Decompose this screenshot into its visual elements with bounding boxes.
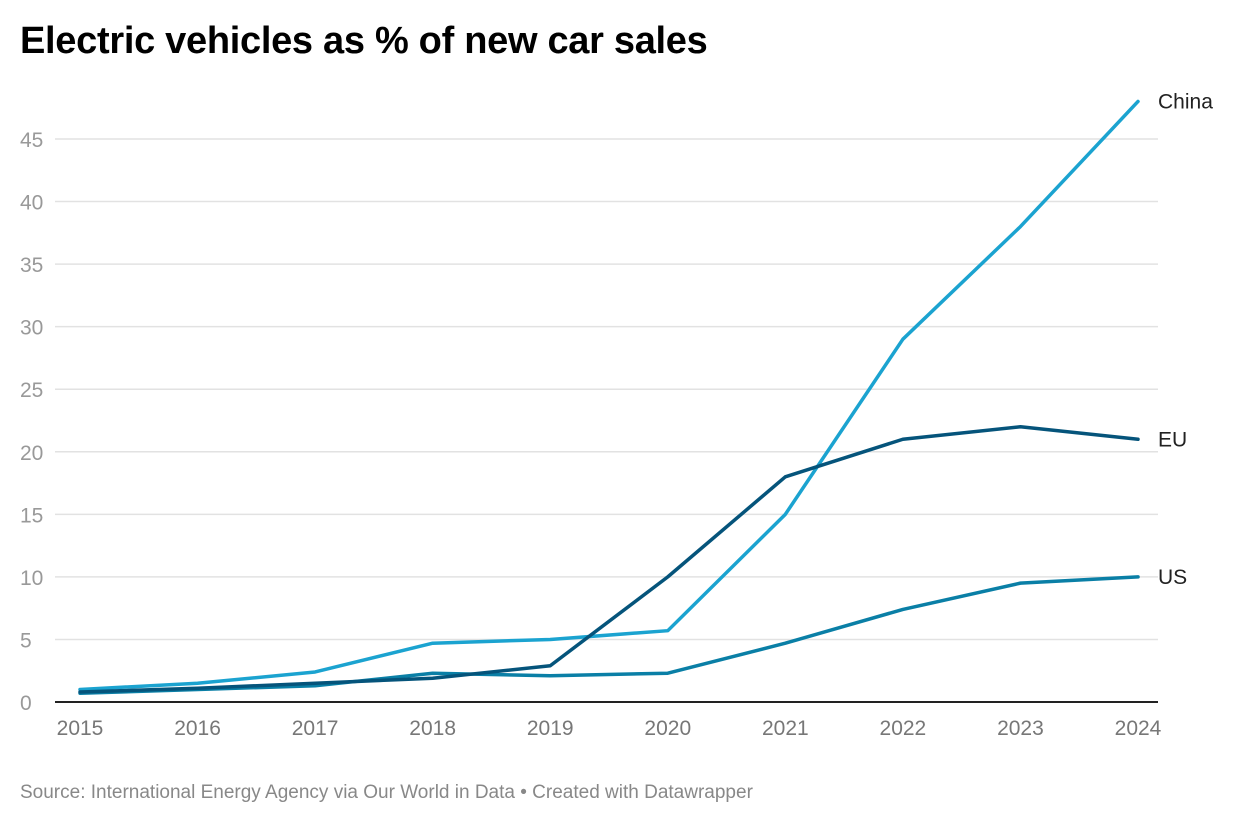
series-line-china <box>78 99 1140 692</box>
x-tick-label: 2018 <box>409 717 456 740</box>
y-tick-label: 35 <box>20 254 43 277</box>
y-tick-label: 5 <box>20 629 32 652</box>
series-label-us: US <box>1158 566 1187 589</box>
y-tick-label: 15 <box>20 504 43 527</box>
x-tick-label: 2022 <box>880 717 927 740</box>
x-tick-label: 2021 <box>762 717 809 740</box>
y-tick-label: 20 <box>20 442 43 465</box>
y-tick-label: 10 <box>20 567 43 590</box>
x-tick-label: 2016 <box>174 717 221 740</box>
x-tick-label: 2024 <box>1115 717 1162 740</box>
y-tick-label: 40 <box>20 192 43 215</box>
x-tick-label: 2017 <box>292 717 339 740</box>
line-chart: 0 5 10 15 20 25 30 35 40 45 2015 2016 2017 2018 2019 20… <box>20 90 1213 740</box>
series-line-eu <box>78 425 1140 694</box>
y-tick-label: 45 <box>20 129 43 152</box>
series-line-us <box>78 575 1140 695</box>
y-tick-label: 0 <box>20 692 32 715</box>
source-footer: Source: International Energy Agency via … <box>20 782 753 803</box>
series-label-eu: EU <box>1158 428 1187 451</box>
y-tick-label: 25 <box>20 379 43 402</box>
chart-title: Electric vehicles as % of new car sales <box>20 20 708 62</box>
x-tick-label: 2019 <box>527 717 574 740</box>
x-tick-label: 2015 <box>57 717 104 740</box>
x-tick-label: 2023 <box>997 717 1044 740</box>
x-tick-label: 2020 <box>644 717 691 740</box>
y-tick-label: 30 <box>20 317 43 340</box>
series-label-china: China <box>1158 90 1213 113</box>
